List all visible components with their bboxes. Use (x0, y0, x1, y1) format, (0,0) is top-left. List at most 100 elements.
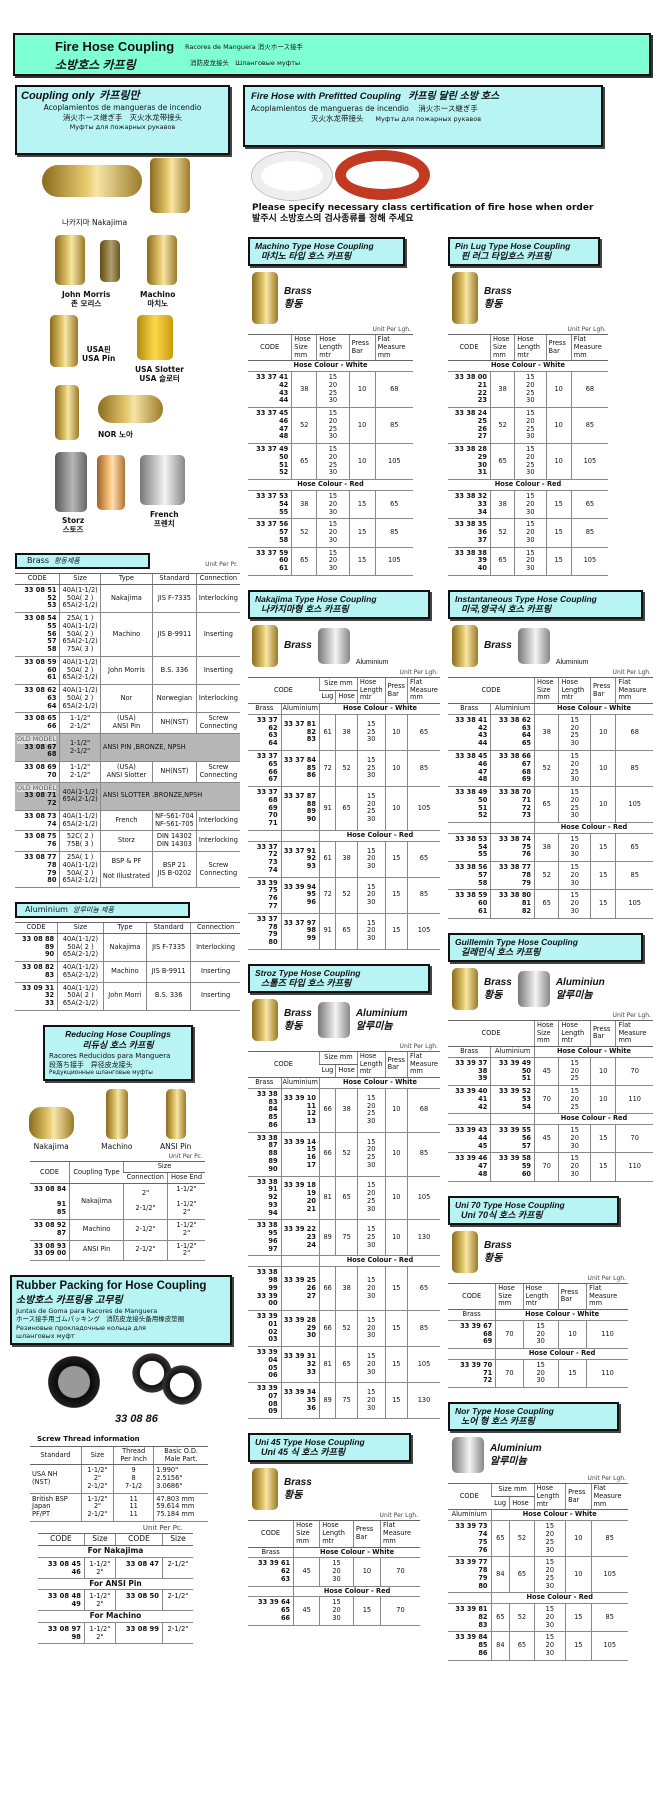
spec-cell: 70 (380, 1596, 420, 1626)
spec-cell: 38 (335, 714, 358, 752)
spec-cell: 105 (406, 1176, 440, 1221)
material-column-label (248, 1586, 294, 1598)
material2-label: Aluminium 알루미늄 (356, 1007, 408, 1033)
code-cell: 33 08 59 60 61 (15, 656, 60, 686)
hose-colour-group: Hose Colour - White (318, 703, 440, 715)
hose-colour-group: Hose Colour - Red (448, 479, 608, 491)
machino-image (147, 235, 177, 285)
col-header: Press Bar (590, 1019, 616, 1048)
spec-cell: 15 (565, 1603, 591, 1633)
table-row: 33 38 28 29 30 31 65 15 20 25 30 10 105 (448, 443, 608, 481)
col-header: Hose Size mm (291, 333, 317, 362)
size-cell: 1-1/2" 2-1/2" (59, 712, 101, 735)
spec-cell: 15 (557, 1359, 587, 1389)
table-row: 33 38 53 54 55 33 38 74 75 76 38 15 20 30 15… (448, 833, 653, 863)
guillemin-title-ko: 길레민식 호스 카프링 (461, 946, 541, 957)
rubber-ru: Резиновые прокладочные кольца для шланго… (16, 1323, 146, 1341)
code-cell: 33 37 45 46 47 48 (248, 407, 292, 445)
spec-cell: 85 (615, 861, 653, 891)
code-cell: 33 38 41 42 43 44 (448, 714, 491, 752)
spec-cell: 38 (489, 490, 515, 520)
rubber-unit: Unit Per Pc. (142, 1523, 183, 1532)
connection-cell: Screw Connecting (195, 712, 240, 735)
nor-table: CODE Size mm Hose Length mtr Press Bar Flat … (448, 1483, 628, 1661)
col-header: Flat Measure mm (406, 1050, 440, 1079)
guillemin-section: Guillemin Type Hose Coupling 길레민식 호스 카프링 B… (448, 932, 653, 1182)
pinlug-title-box: Pin Lug Type Hose Coupling 핀 러그 타입호스 카프링 (448, 237, 600, 266)
spec-cell: 15 20 30 (558, 833, 591, 863)
hose-colour-group: Hose Colour - Red (534, 1113, 653, 1126)
aluminium-coupling-image (517, 970, 550, 1007)
aluminium-title: Aluminium (25, 905, 68, 915)
rubber-ring-image (45, 1352, 103, 1411)
prefitted-ru: Муфты для пожарных рукавов (375, 114, 482, 123)
rubber-es: Juntas de Goma para Racores de Manguera (16, 1306, 158, 1315)
code-cell: 33 37 65 66 67 (248, 750, 282, 788)
code-cell: 33 39 61 62 63 (248, 1557, 294, 1587)
nor-title: Nor Type Hose Coupling (455, 1406, 554, 1417)
table-row: 33 08 93 33 09 00 ANSI Pin 2-1/2" 1-1/2" 2" (30, 1240, 205, 1262)
col-header: Press Bar (545, 333, 572, 362)
code-cell: 33 39 94 95 96 (280, 877, 320, 914)
table-row: 33 38 91 92 93 94 33 39 18 19 20 21 81 65 15… (248, 1176, 440, 1221)
connection-cell: Interlocking (190, 933, 240, 963)
spec-cell: 70 (380, 1557, 420, 1587)
code-cell: 33 38 91 92 93 94 (248, 1176, 282, 1221)
spec-cell: 105 (374, 443, 413, 481)
spec-cell: 15 25 30 (356, 750, 386, 788)
rubber-ring-image-3 (160, 1362, 204, 1407)
table-row: OLD MODEL 33 08 71 72 40A(1-1/2) 65A(2-1/2… (15, 782, 240, 811)
spec-cell: 70 (495, 1359, 524, 1389)
material-label: Brass 황동 (284, 1476, 312, 1502)
hose-colour-group: Hose Colour - Red (318, 830, 440, 842)
standard-cell: JIS B-9911 (152, 612, 197, 657)
code-cell: 33 39 49 50 51 (490, 1057, 535, 1087)
col-type: Type (102, 922, 147, 934)
size-cell: 25A( 1 ) 40A(1-1/2) 50A( 2 ) 65A(2-1/2) … (59, 612, 101, 657)
code-table-cell: 33 08 45 46 (38, 1557, 85, 1579)
table-row: 33 39 77 78 79 80 84 65 15 20 25 30 10 105 (448, 1556, 628, 1594)
table-row: 33 37 53 54 55 38 15 20 30 15 65 (248, 490, 413, 520)
spec-cell: 85 (590, 1603, 628, 1633)
table-row: 33 08 73 74 40A(1-1/2) 65A(2-1/2) French NF… (15, 810, 240, 832)
table-row: 33 38 38 39 40 65 15 20 30 15 105 (448, 547, 608, 576)
code-cell: 33 08 54 55 56 57 58 (15, 612, 60, 657)
table-row: 33 37 41 42 43 44 38 15 20 25 30 10 68 (248, 371, 413, 409)
spec-cell: 15 20 30 (316, 547, 350, 576)
col-size-mm: Size mm (490, 1483, 535, 1498)
code-cell: 33 39 04 05 06 (248, 1346, 282, 1384)
type-cell: French (99, 810, 153, 832)
thread-col: Thread Per Inch (113, 1445, 154, 1466)
spec-cell: 65 (291, 443, 317, 481)
material2-name-ko: 알루미늄 (555, 989, 593, 1001)
material-column-label: Brass (448, 703, 491, 715)
stroz-unit: Unit Per Lgh. (399, 1042, 438, 1050)
nor-title-ko: 노어 형 호스 카프링 (461, 1416, 535, 1427)
table-row: 33 39 84 85 86 84 65 15 20 30 15 105 (448, 1631, 628, 1661)
col-header: Hose Length mtr (356, 1050, 386, 1079)
col-header: Press Bar (348, 333, 376, 362)
col-hose: Hose (335, 1064, 358, 1079)
spec-cell: 15 20 25 30 (558, 786, 591, 824)
reducing-caption-machino: Machino (101, 1142, 133, 1152)
table-row: 33 08 48 49 1-1/2" 2" 33 08 50 2-1/2" (38, 1589, 193, 1612)
material-column-label (448, 1592, 492, 1605)
code-cell: OLD MODEL 33 08 67 68 (15, 733, 60, 763)
material-label: Brass 황동 (484, 1239, 512, 1265)
spec-cell: 15 20 25 30 (316, 371, 350, 409)
nor-image-2 (98, 395, 163, 423)
uni70-title-ko: Uni 70식 호스 카프링 (461, 1209, 543, 1220)
thread-cell: USA NH (NST) (30, 1464, 82, 1494)
spec-cell: 15 20 30 (356, 877, 386, 914)
material-name-ko: 황동 (484, 298, 503, 310)
material-label: Brass 황동 (284, 1007, 312, 1033)
caption-french: French 프렌치 (150, 510, 179, 528)
spec-cell: 15 (590, 861, 616, 891)
col-header: Flat Measure mm (586, 1282, 628, 1311)
code-cell: 33 08 88 89 90 (15, 933, 58, 963)
standard-cell: B.S. 336 (152, 656, 197, 686)
spec-cell: 65 (489, 547, 515, 576)
table-row: 33 08 65 66 1-1/2" 2-1/2" (USA) ANSI Pin NH… (15, 712, 240, 735)
spec-cell: 10 (545, 443, 572, 481)
size-cell: 40A(1-1/2) 65A(2-1/2) (57, 961, 104, 983)
